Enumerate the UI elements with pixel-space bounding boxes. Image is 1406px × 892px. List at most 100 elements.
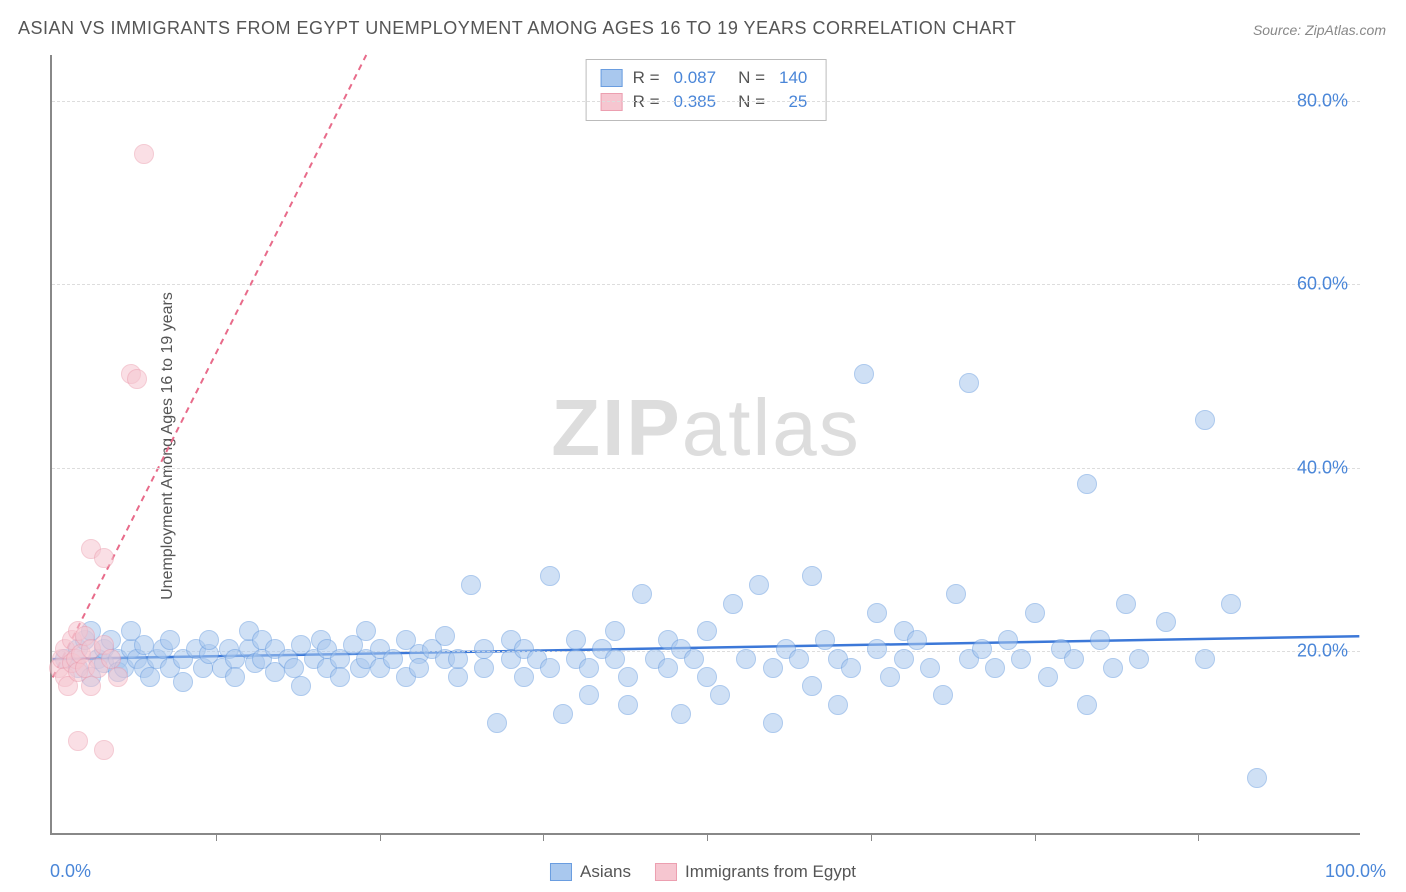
y-tick-label: 80.0% [1297, 90, 1348, 111]
scatter-marker [763, 713, 783, 733]
scatter-marker [330, 667, 350, 687]
scatter-marker [1195, 410, 1215, 430]
scatter-marker [94, 740, 114, 760]
legend-n-label: N = [738, 92, 765, 112]
chart-title: ASIAN VS IMMIGRANTS FROM EGYPT UNEMPLOYM… [18, 18, 1016, 39]
scatter-marker [972, 639, 992, 659]
scatter-marker [1025, 603, 1045, 623]
legend-swatch [601, 93, 623, 111]
scatter-marker [920, 658, 940, 678]
scatter-marker [474, 658, 494, 678]
x-tick [707, 833, 708, 841]
legend-n-label: N = [738, 68, 765, 88]
scatter-marker [605, 649, 625, 669]
scatter-marker [854, 364, 874, 384]
x-max-label: 100.0% [1325, 861, 1386, 882]
gridline-h [52, 284, 1360, 285]
scatter-marker [540, 658, 560, 678]
scatter-marker [749, 575, 769, 595]
scatter-marker [1195, 649, 1215, 669]
legend-correlation-row: R = 0.385 N = 25 [601, 90, 812, 114]
y-tick-label: 20.0% [1297, 641, 1348, 662]
scatter-marker [383, 649, 403, 669]
legend-swatch [601, 69, 623, 87]
scatter-marker [134, 144, 154, 164]
x-min-label: 0.0% [50, 861, 91, 882]
scatter-marker [880, 667, 900, 687]
scatter-marker [867, 639, 887, 659]
scatter-marker [160, 630, 180, 650]
scatter-marker [448, 649, 468, 669]
scatter-marker [841, 658, 861, 678]
scatter-marker [815, 630, 835, 650]
legend-r-label: R = [633, 92, 660, 112]
scatter-marker [1011, 649, 1031, 669]
scatter-marker [81, 676, 101, 696]
scatter-marker [1038, 667, 1058, 687]
x-tick [1035, 833, 1036, 841]
scatter-marker [94, 548, 114, 568]
scatter-marker [763, 658, 783, 678]
scatter-marker [907, 630, 927, 650]
scatter-marker [632, 584, 652, 604]
legend-correlation-row: R =0.087N =140 [601, 66, 812, 90]
scatter-marker [959, 373, 979, 393]
scatter-marker [356, 621, 376, 641]
y-tick-label: 40.0% [1297, 457, 1348, 478]
scatter-marker [658, 658, 678, 678]
scatter-marker [985, 658, 1005, 678]
scatter-marker [435, 626, 455, 646]
scatter-marker [199, 630, 219, 650]
scatter-marker [933, 685, 953, 705]
scatter-marker [789, 649, 809, 669]
y-tick-label: 60.0% [1297, 274, 1348, 295]
legend-correlation: R =0.087N =140R =0.385N = 25 [586, 59, 827, 121]
scatter-marker [605, 621, 625, 641]
scatter-marker [618, 695, 638, 715]
legend-r-value: 0.087 [674, 68, 717, 88]
trend-line [53, 55, 367, 677]
scatter-marker [802, 566, 822, 586]
scatter-marker [68, 731, 88, 751]
scatter-marker [101, 649, 121, 669]
scatter-marker [697, 621, 717, 641]
scatter-marker [474, 639, 494, 659]
legend-n-value: 25 [779, 92, 807, 112]
scatter-marker [553, 704, 573, 724]
legend-swatch [655, 863, 677, 881]
legend-series: Asians Immigrants from Egypt [550, 862, 856, 882]
scatter-marker [1064, 649, 1084, 669]
scatter-marker [514, 667, 534, 687]
scatter-marker [1156, 612, 1176, 632]
legend-series-item: Asians [550, 862, 631, 882]
scatter-marker [284, 658, 304, 678]
x-tick [216, 833, 217, 841]
scatter-marker [127, 369, 147, 389]
scatter-marker [291, 676, 311, 696]
gridline-h [52, 468, 1360, 469]
scatter-marker [697, 667, 717, 687]
legend-series-item: Immigrants from Egypt [655, 862, 856, 882]
legend-r-label: R = [633, 68, 660, 88]
scatter-marker [828, 695, 848, 715]
legend-swatch [550, 863, 572, 881]
source-label: Source: ZipAtlas.com [1253, 22, 1386, 38]
scatter-marker [461, 575, 481, 595]
scatter-marker [448, 667, 468, 687]
scatter-marker [140, 667, 160, 687]
x-tick [543, 833, 544, 841]
scatter-marker [736, 649, 756, 669]
legend-r-value: 0.385 [674, 92, 717, 112]
scatter-marker [671, 704, 691, 724]
x-tick [1198, 833, 1199, 841]
scatter-marker [998, 630, 1018, 650]
scatter-marker [409, 658, 429, 678]
scatter-marker [579, 658, 599, 678]
scatter-marker [1129, 649, 1149, 669]
x-tick [871, 833, 872, 841]
plot-area: ZIPatlas R =0.087N =140R =0.385N = 25 20… [50, 55, 1360, 835]
scatter-marker [723, 594, 743, 614]
scatter-marker [894, 649, 914, 669]
legend-series-label: Immigrants from Egypt [685, 862, 856, 882]
scatter-marker [1103, 658, 1123, 678]
